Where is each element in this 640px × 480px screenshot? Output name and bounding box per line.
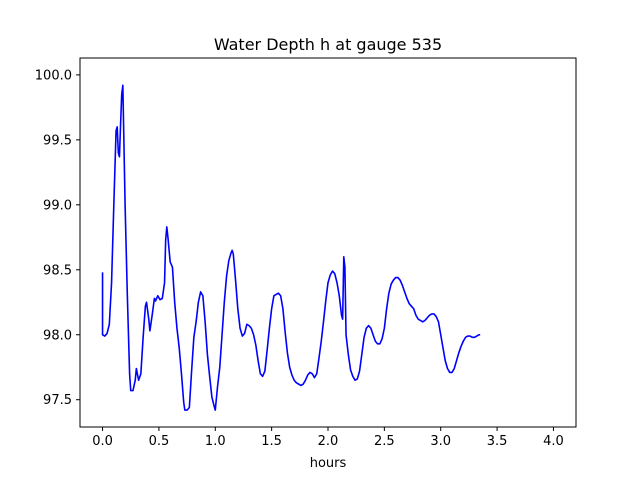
plot-background	[80, 58, 576, 427]
y-tick-label: 98.5	[43, 263, 72, 278]
x-tick-label: 0.0	[92, 434, 113, 449]
x-tick-label: 2.5	[374, 434, 395, 449]
x-axis: 0.0 0.5 1.0 1.5 2.0 2.5 3.0 3.5 4.0	[92, 427, 564, 449]
x-tick-label: 3.5	[487, 434, 508, 449]
x-tick-label: 4.0	[543, 434, 564, 449]
x-tick-label: 3.0	[430, 434, 451, 449]
series-line-0	[101, 84, 481, 411]
y-tick-label: 98.0	[43, 328, 72, 343]
y-tick-label: 99.5	[43, 133, 72, 148]
chart-title: Water Depth h at gauge 535	[214, 35, 442, 54]
x-tick-label: 1.0	[205, 434, 226, 449]
x-tick-label: 1.5	[261, 434, 282, 449]
y-tick-label: 97.5	[43, 393, 72, 408]
y-tick-label: 99.0	[43, 198, 72, 213]
y-axis: 97.5 98.0 98.5 99.0 99.5 100.0	[35, 68, 80, 408]
x-tick-label: 0.5	[149, 434, 170, 449]
x-axis-label: hours	[310, 456, 347, 471]
x-tick-label: 2.0	[318, 434, 339, 449]
plot-area	[79, 57, 577, 428]
y-tick-label: 100.0	[35, 68, 72, 83]
